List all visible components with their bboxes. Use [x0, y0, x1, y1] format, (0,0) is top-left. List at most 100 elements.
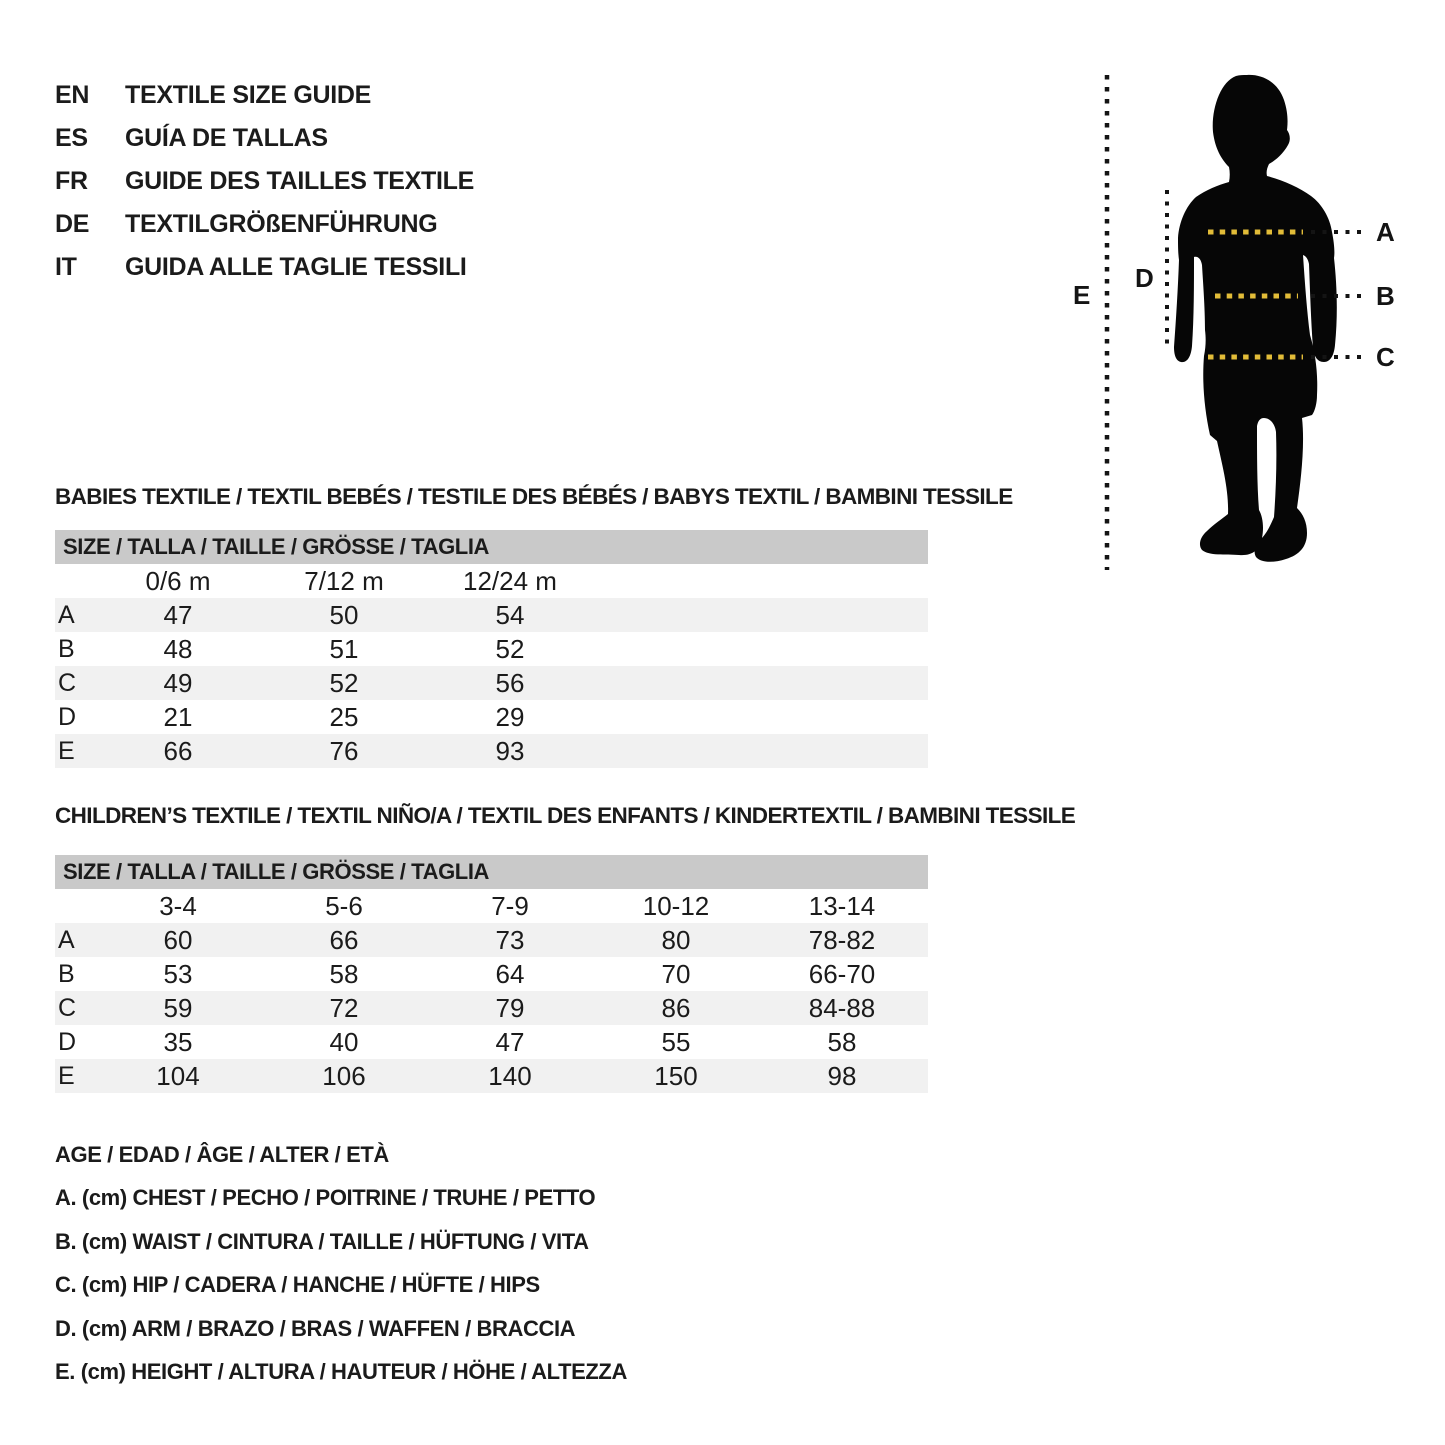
table-row: A 47 50 54: [55, 598, 928, 632]
cell: 54: [495, 599, 525, 630]
cell: 79: [495, 992, 525, 1023]
row-label: B: [58, 634, 75, 663]
table-row: C 59 72 79 86 84-88: [55, 991, 928, 1025]
table-row: E 66 76 93: [55, 734, 928, 768]
cell: 21: [163, 701, 193, 732]
cell: 78-82: [808, 924, 876, 955]
guide-title-fr: GUIDE DES TAILLES TEXTILE: [125, 167, 475, 195]
cell: 66-70: [808, 958, 876, 989]
cell: 140: [488, 1060, 532, 1091]
language-code: EN: [55, 81, 90, 109]
row-label: D: [58, 1027, 77, 1056]
guide-title-es: GUÍA DE TALLAS: [125, 124, 328, 152]
row-label: E: [58, 736, 75, 765]
row-label: B: [58, 959, 75, 988]
cell: 47: [495, 1026, 525, 1057]
row-label: C: [58, 668, 77, 697]
cell: 150: [654, 1060, 698, 1091]
cell: 53: [163, 958, 193, 989]
column-header: 3-4: [159, 890, 197, 921]
language-code: IT: [55, 253, 77, 281]
cell: 70: [661, 958, 691, 989]
cell: 84-88: [808, 992, 876, 1023]
child-silhouette: [1174, 74, 1337, 562]
cell: 29: [495, 701, 525, 732]
guide-title-de: TEXTILGRÖßENFÜHRUNG: [125, 210, 438, 238]
cell: 40: [329, 1026, 359, 1057]
column-header: 10-12: [642, 890, 710, 921]
table-row: A 60 66 73 80 78-82: [55, 923, 928, 957]
cell: 104: [156, 1060, 200, 1091]
cell: 52: [495, 633, 525, 664]
table-row: C 49 52 56: [55, 666, 928, 700]
legend-chest-a: A. (cm) CHEST / PECHO / POITRINE / TRUHE…: [55, 1185, 596, 1211]
cell: 93: [495, 735, 525, 766]
table-row: B 53 58 64 70 66-70: [55, 957, 928, 991]
legend-hip-c: C. (cm) HIP / CADERA / HANCHE / HÜFTE / …: [55, 1272, 540, 1298]
language-code: DE: [55, 210, 90, 238]
language-row-de: DE TEXTILGRÖßENFÜHRUNG: [55, 203, 474, 246]
marker-label-c: C: [1376, 342, 1395, 372]
column-header: 7/12 m: [304, 565, 384, 596]
cell: 48: [163, 633, 193, 664]
cell: 59: [163, 992, 193, 1023]
table-row: E 104 106 140 150 98: [55, 1059, 928, 1093]
children-section-title: CHILDREN’S TEXTILE / TEXTIL NIÑO/A / TEX…: [55, 803, 1076, 828]
cell: 80: [661, 924, 691, 955]
table-row: D 35 40 47 55 58: [55, 1025, 928, 1059]
cell: 49: [163, 667, 193, 698]
column-header: 7-9: [491, 890, 529, 921]
row-label: E: [58, 1061, 75, 1090]
marker-label-a: A: [1376, 217, 1395, 247]
cell: 76: [329, 735, 359, 766]
cell: 52: [329, 667, 359, 698]
row-label: D: [58, 702, 77, 731]
children-size-table: SIZE / TALLA / TAILLE / GRÖSSE / TAGLIA …: [55, 855, 928, 1093]
size-header-bar: SIZE / TALLA / TAILLE / GRÖSSE / TAGLIA: [55, 530, 928, 564]
legend-height-e: E. (cm) HEIGHT / ALTURA / HAUTEUR / HÖHE…: [55, 1359, 627, 1385]
column-header: 5-6: [325, 890, 363, 921]
cell: 25: [329, 701, 359, 732]
marker-label-d: D: [1135, 263, 1154, 293]
cell: 55: [661, 1026, 691, 1057]
cell: 47: [163, 599, 193, 630]
cell: 58: [827, 1026, 857, 1057]
column-header: 13-14: [808, 890, 876, 921]
language-row-fr: FR GUIDE DES TAILLES TEXTILE: [55, 160, 474, 203]
cell: 98: [827, 1060, 857, 1091]
column-header: 12/24 m: [463, 565, 557, 596]
table-row: D 21 25 29: [55, 700, 928, 734]
cell: 72: [329, 992, 359, 1023]
language-code: FR: [55, 167, 88, 195]
babies-size-table: SIZE / TALLA / TAILLE / GRÖSSE / TAGLIA …: [55, 530, 928, 768]
row-label: A: [58, 600, 75, 629]
column-header: 0/6 m: [145, 565, 211, 596]
guide-title-en: TEXTILE SIZE GUIDE: [125, 81, 372, 109]
language-title-list: EN TEXTILE SIZE GUIDE ES GUÍA DE TALLAS …: [55, 74, 474, 289]
cell: 58: [329, 958, 359, 989]
language-row-en: EN TEXTILE SIZE GUIDE: [55, 74, 474, 117]
cell: 56: [495, 667, 525, 698]
cell: 66: [329, 924, 359, 955]
cell: 106: [322, 1060, 366, 1091]
measurement-legend: AGE / EDAD / ÂGE / ALTER / ETÀ A. (cm) C…: [55, 1133, 627, 1394]
language-row-it: IT GUIDA ALLE TAGLIE TESSILI: [55, 246, 474, 289]
cell: 86: [661, 992, 691, 1023]
table-column-headers: 0/6 m 7/12 m 12/24 m: [55, 564, 928, 598]
cell: 35: [163, 1026, 193, 1057]
table-row: B 48 51 52: [55, 632, 928, 666]
legend-waist-b: B. (cm) WAIST / CINTURA / TAILLE / HÜFTU…: [55, 1228, 589, 1254]
cell: 60: [163, 924, 193, 955]
row-label: C: [58, 993, 77, 1022]
cell: 66: [163, 735, 193, 766]
cell: 51: [329, 633, 359, 664]
size-header-bar: SIZE / TALLA / TAILLE / GRÖSSE / TAGLIA: [55, 855, 928, 889]
language-code: ES: [55, 124, 88, 152]
legend-arm-d: D. (cm) ARM / BRAZO / BRAS / WAFFEN / BR…: [55, 1315, 576, 1341]
legend-age: AGE / EDAD / ÂGE / ALTER / ETÀ: [55, 1141, 389, 1167]
babies-section-title: BABIES TEXTILE / TEXTIL BEBÉS / TESTILE …: [55, 484, 1013, 509]
marker-label-b: B: [1376, 281, 1395, 311]
guide-title-it: GUIDA ALLE TAGLIE TESSILI: [125, 253, 467, 281]
marker-label-e: E: [1073, 280, 1090, 310]
child-measurement-figure: A B C D E: [1073, 74, 1395, 570]
